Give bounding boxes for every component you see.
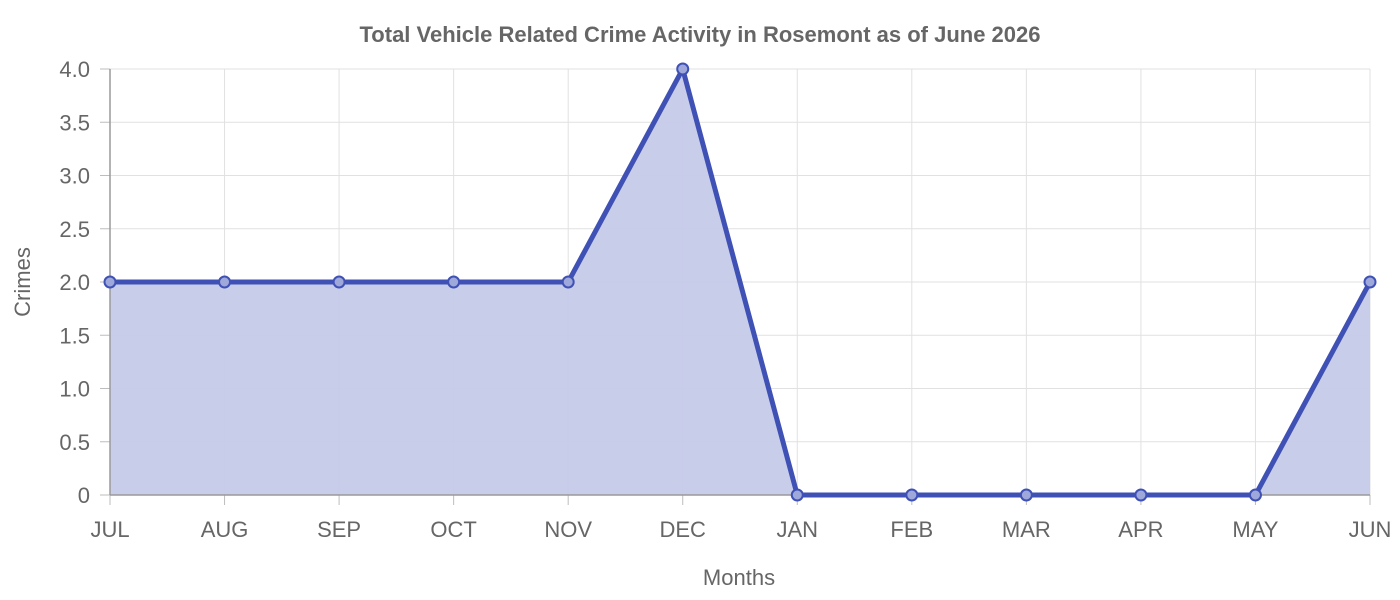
data-point <box>676 62 690 76</box>
x-tick-label: APR <box>1118 517 1163 542</box>
y-tick-label: 3.5 <box>59 110 90 135</box>
y-tick-label: 2.5 <box>59 217 90 242</box>
data-point <box>332 275 346 289</box>
x-tick-label: NOV <box>544 517 592 542</box>
y-tick-label: 3.0 <box>59 164 90 189</box>
y-tick-label: 1.0 <box>59 377 90 402</box>
data-point <box>218 275 232 289</box>
data-points <box>103 62 1377 502</box>
y-tick-label: 1.5 <box>59 323 90 348</box>
y-tick-label: 4.0 <box>59 57 90 82</box>
x-tick-label: JUN <box>1349 517 1392 542</box>
data-point <box>1134 488 1148 502</box>
y-tick-label: 2.0 <box>59 270 90 295</box>
data-point <box>1019 488 1033 502</box>
y-axis-title: Crimes <box>10 247 35 317</box>
x-axis-title: Months <box>703 565 775 590</box>
series-line <box>107 66 1373 498</box>
data-point <box>1248 488 1262 502</box>
data-point <box>905 488 919 502</box>
data-point <box>790 488 804 502</box>
x-tick-label: FEB <box>890 517 933 542</box>
x-tick-label: JAN <box>776 517 818 542</box>
x-tick-label: JUL <box>90 517 129 542</box>
x-tick-label: MAY <box>1232 517 1278 542</box>
data-point <box>561 275 575 289</box>
y-tick-labels: 0 0.5 1.0 1.5 2.0 2.5 3.0 3.5 4.0 <box>59 57 90 508</box>
data-point <box>103 275 117 289</box>
series-line-layer <box>107 66 1373 498</box>
y-tick-label: 0.5 <box>59 430 90 455</box>
x-tick-label: AUG <box>201 517 249 542</box>
x-tick-labels: JUL AUG SEP OCT NOV DEC JAN FEB MAR APR MAY JUN <box>90 517 1391 542</box>
x-tick-label: MAR <box>1002 517 1051 542</box>
x-tick-label: DEC <box>660 517 707 542</box>
y-tick-label: 0 <box>78 483 90 508</box>
x-tick-label: OCT <box>430 517 476 542</box>
data-point <box>447 275 461 289</box>
data-point <box>1363 275 1377 289</box>
x-tick-label: SEP <box>317 517 361 542</box>
chart-title: Total Vehicle Related Crime Activity in … <box>360 22 1041 47</box>
